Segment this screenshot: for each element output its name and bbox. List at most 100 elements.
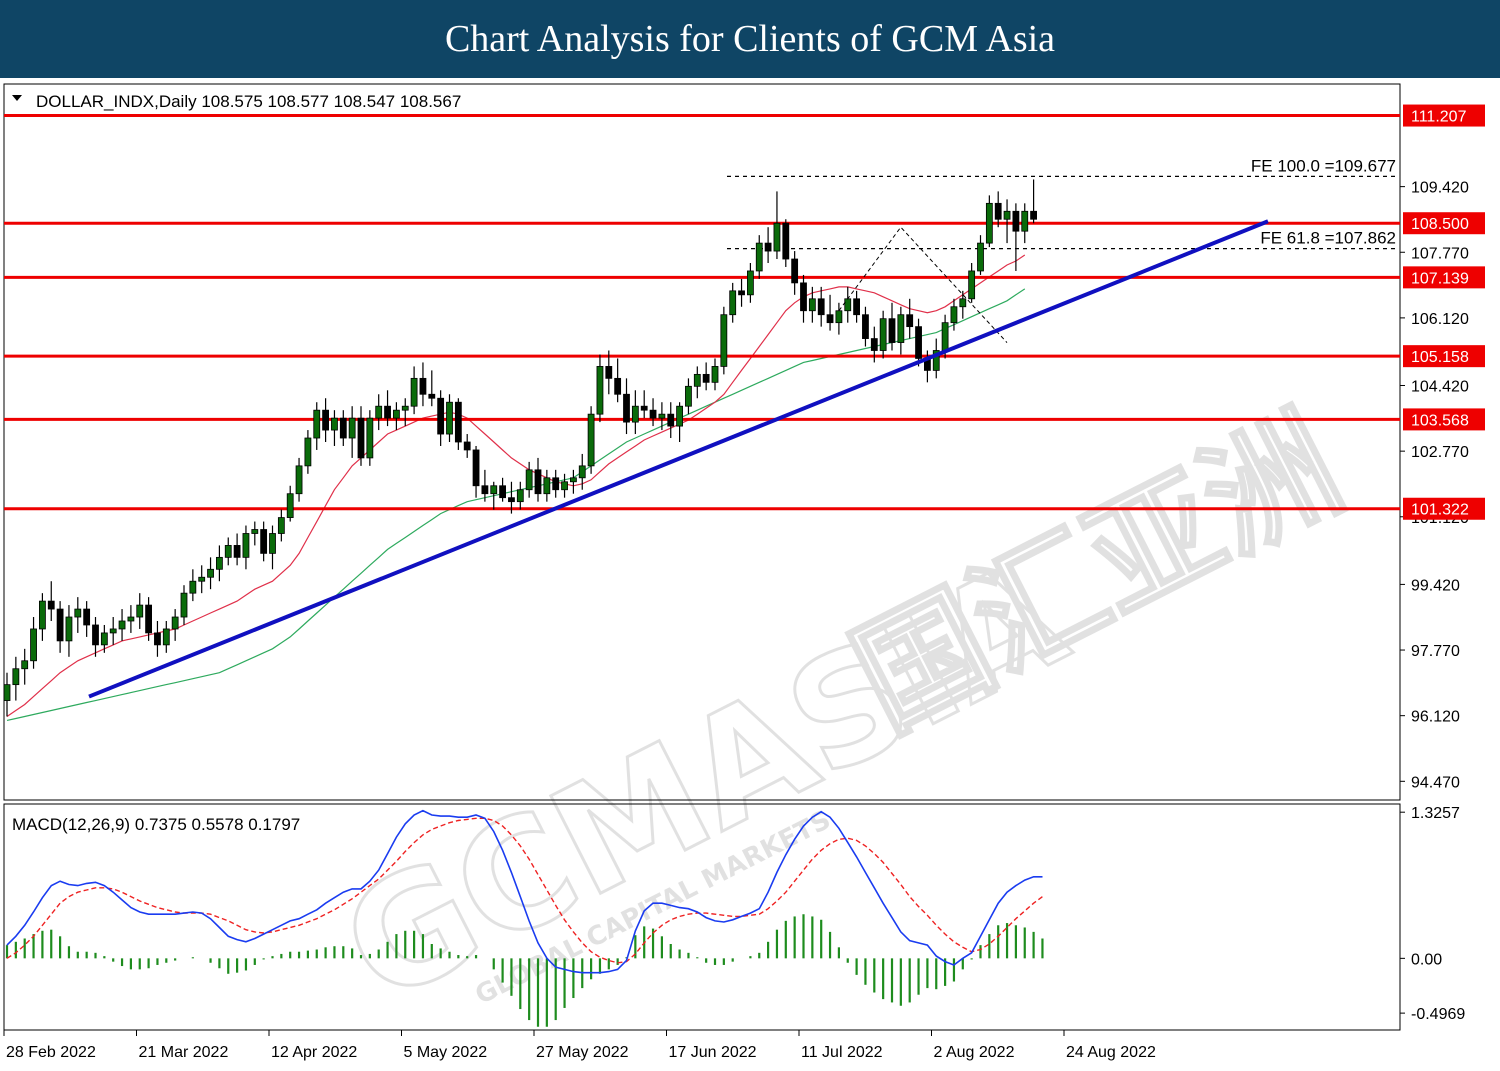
- candle: [773, 191, 781, 260]
- candle: [658, 402, 666, 431]
- candle: [888, 302, 896, 351]
- candle: [472, 445, 480, 498]
- dropdown-triangle-icon[interactable]: [12, 95, 22, 101]
- candle-body: [808, 298, 816, 312]
- candle-body: [720, 314, 728, 367]
- symbol-header: DOLLAR_INDX,Daily 108.575 108.577 108.54…: [36, 92, 461, 111]
- candle-body: [12, 668, 20, 686]
- candle-body: [596, 366, 604, 415]
- candle: [357, 406, 365, 466]
- fib-label-1: FE 61.8 =107.862: [1260, 229, 1396, 248]
- candle-body: [154, 632, 161, 646]
- x-tick-label: 11 Jul 2022: [801, 1044, 883, 1061]
- candle-body: [835, 310, 843, 324]
- candle: [215, 545, 223, 582]
- candle-body: [331, 417, 338, 431]
- candle-body: [667, 413, 675, 427]
- candle-body: [658, 413, 666, 419]
- candle: [693, 366, 701, 399]
- candle: [499, 477, 507, 502]
- candle: [207, 557, 214, 590]
- candle: [968, 263, 976, 303]
- candle-body: [561, 481, 568, 491]
- level-badge-4: [1403, 408, 1485, 431]
- candle: [985, 195, 993, 248]
- candle-body: [419, 377, 427, 395]
- candle: [782, 219, 790, 267]
- candle: [906, 298, 914, 339]
- candle: [932, 338, 940, 379]
- horizontal-levels: [4, 114, 1400, 511]
- candle-body: [853, 298, 860, 316]
- candle-body: [702, 373, 710, 383]
- level-badge-3: [1403, 345, 1485, 368]
- candle: [738, 278, 745, 307]
- candle: [189, 569, 197, 602]
- candle-body: [92, 624, 99, 646]
- candle: [65, 605, 73, 657]
- candle: [711, 358, 719, 391]
- candle: [516, 481, 524, 510]
- candle-body: [490, 485, 498, 495]
- candle-body: [56, 608, 64, 642]
- candle-body: [782, 222, 790, 260]
- candle-body: [348, 417, 356, 439]
- level-badge-label-5: 101.322: [1411, 502, 1469, 519]
- candle-body: [738, 290, 745, 296]
- candle-body: [322, 409, 330, 431]
- candle-body: [1030, 210, 1037, 220]
- candle: [100, 624, 108, 653]
- candle: [454, 398, 462, 450]
- x-tick-label: 5 May 2022: [404, 1044, 488, 1061]
- level-badge-label-0: 111.207: [1411, 109, 1467, 126]
- candle-body: [180, 592, 188, 618]
- candle-body: [313, 409, 321, 439]
- y-tick-label: 97.770: [1411, 643, 1460, 660]
- price-axis: 109.420107.770106.120104.420102.770101.1…: [1400, 180, 1469, 791]
- macd-main-line: [6, 809, 1043, 974]
- candle-body: [959, 298, 967, 308]
- candle-body: [534, 469, 542, 495]
- candle: [437, 390, 445, 446]
- candle-body: [640, 405, 648, 411]
- candle-body: [543, 477, 551, 495]
- level-badge-2: [1403, 266, 1485, 289]
- candle-body: [242, 533, 250, 558]
- candle: [224, 537, 232, 566]
- candle-body: [74, 608, 82, 618]
- candle: [534, 457, 542, 502]
- candle-body: [410, 377, 418, 407]
- candle-body: [21, 660, 29, 670]
- candle: [162, 621, 170, 653]
- candle: [348, 406, 356, 458]
- candle: [47, 581, 55, 621]
- candle-body: [286, 493, 294, 518]
- main-panel-frame: [3, 83, 1401, 801]
- x-tick-label: 2 Aug 2022: [934, 1044, 1015, 1061]
- candle-body: [1003, 210, 1011, 220]
- candle-body: [3, 684, 11, 701]
- candle-body: [817, 298, 825, 316]
- candle-body: [472, 449, 480, 487]
- price-chart[interactable]: GCMASIA GLOBAL CAPITAL MARKETS 国汇亚洲 FE 1…: [0, 78, 1500, 1071]
- candle: [729, 282, 737, 323]
- candle-body: [437, 397, 445, 435]
- candle-body: [1021, 210, 1029, 232]
- time-axis: 28 Feb 2022 21 Mar 2022 12 Apr 2022 5 May 2…: [3, 1030, 1156, 1061]
- candle: [392, 402, 400, 431]
- candle: [747, 263, 754, 303]
- candle: [525, 461, 533, 498]
- candle-body: [879, 318, 887, 351]
- candle: [251, 521, 259, 546]
- candle-body: [906, 314, 914, 328]
- candle-body: [118, 620, 126, 630]
- candle-body: [499, 485, 507, 499]
- macd-tick-label: 0.00: [1411, 951, 1442, 968]
- candle-body: [215, 556, 223, 570]
- candle-body: [269, 533, 276, 554]
- candle: [808, 286, 816, 323]
- candle-body: [1012, 210, 1020, 232]
- candle-body: [729, 290, 737, 316]
- candle-body: [631, 405, 639, 423]
- candle-body: [30, 628, 37, 662]
